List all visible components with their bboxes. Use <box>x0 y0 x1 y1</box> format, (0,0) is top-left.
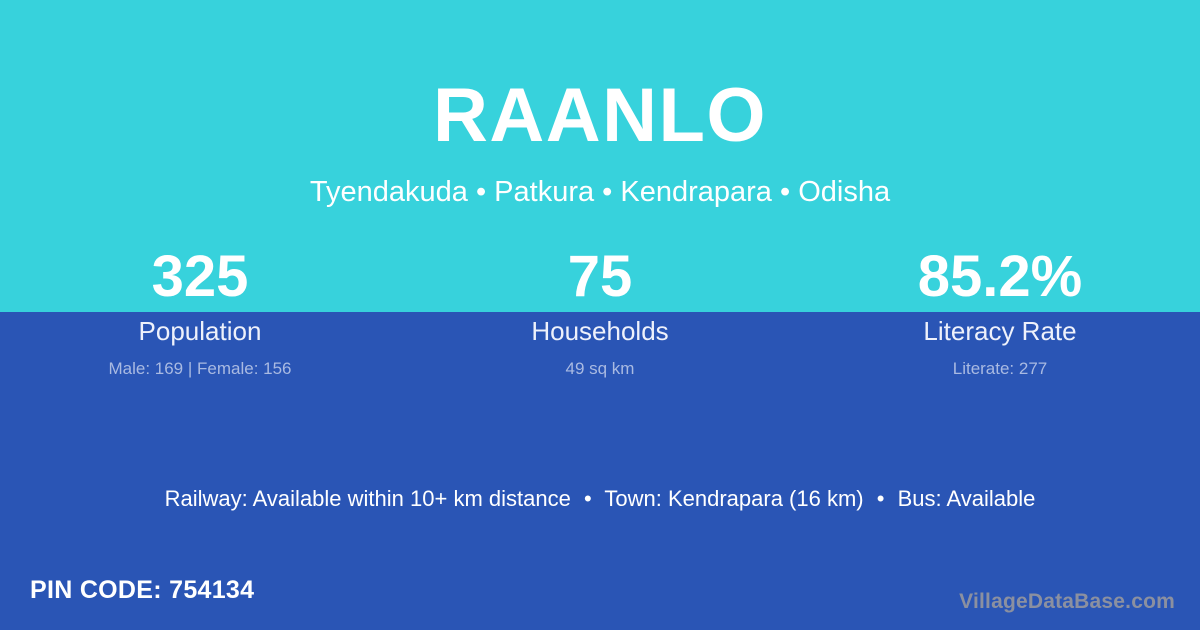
stat-households-sub: 49 sq km <box>565 359 635 379</box>
facility-separator-icon: • <box>876 486 885 511</box>
page-title: RAANLO <box>432 73 768 158</box>
stat-literacy-rate-value: 85.2% <box>917 244 1083 309</box>
stat-population-sub: Male: 169 | Female: 156 <box>108 359 292 379</box>
card-footer: PIN CODE: 754134 VillageDataBase.com <box>0 570 1200 630</box>
stats-row: 325 Population Male: 169 | Female: 156 7… <box>0 245 1200 380</box>
pin-code-label: PIN CODE: 754134 <box>30 576 255 604</box>
stat-population-label: Population <box>138 316 262 346</box>
top-band-background <box>0 0 1200 312</box>
facility-railway: Railway: Available within 10+ km distanc… <box>164 486 571 511</box>
stat-households: 75 Households 49 sq km <box>400 245 800 380</box>
bottom-band-background <box>0 312 1200 630</box>
facility-bus: Bus: Available <box>897 486 1036 511</box>
stat-population: 325 Population Male: 169 | Female: 156 <box>0 245 400 380</box>
site-watermark: VillageDataBase.com <box>959 590 1175 613</box>
stat-households-label: Households <box>531 316 669 346</box>
stat-literacy-rate-sub: Literate: 277 <box>952 359 1048 379</box>
card-header: RAANLO Tyendakuda • Patkura • Kendrapara… <box>0 0 1200 209</box>
stat-literacy-rate-label: Literacy Rate <box>923 316 1077 346</box>
facility-separator-icon: • <box>583 486 592 511</box>
stat-households-value: 75 <box>567 244 633 309</box>
facilities-line: Railway: Available within 10+ km distanc… <box>0 485 1200 514</box>
stat-literacy-rate: 85.2% Literacy Rate Literate: 277 <box>800 245 1200 380</box>
facility-town: Town: Kendrapara (16 km) <box>604 486 864 511</box>
breadcrumb: Tyendakuda • Patkura • Kendrapara • Odis… <box>309 176 891 208</box>
stat-population-value: 325 <box>151 244 249 309</box>
